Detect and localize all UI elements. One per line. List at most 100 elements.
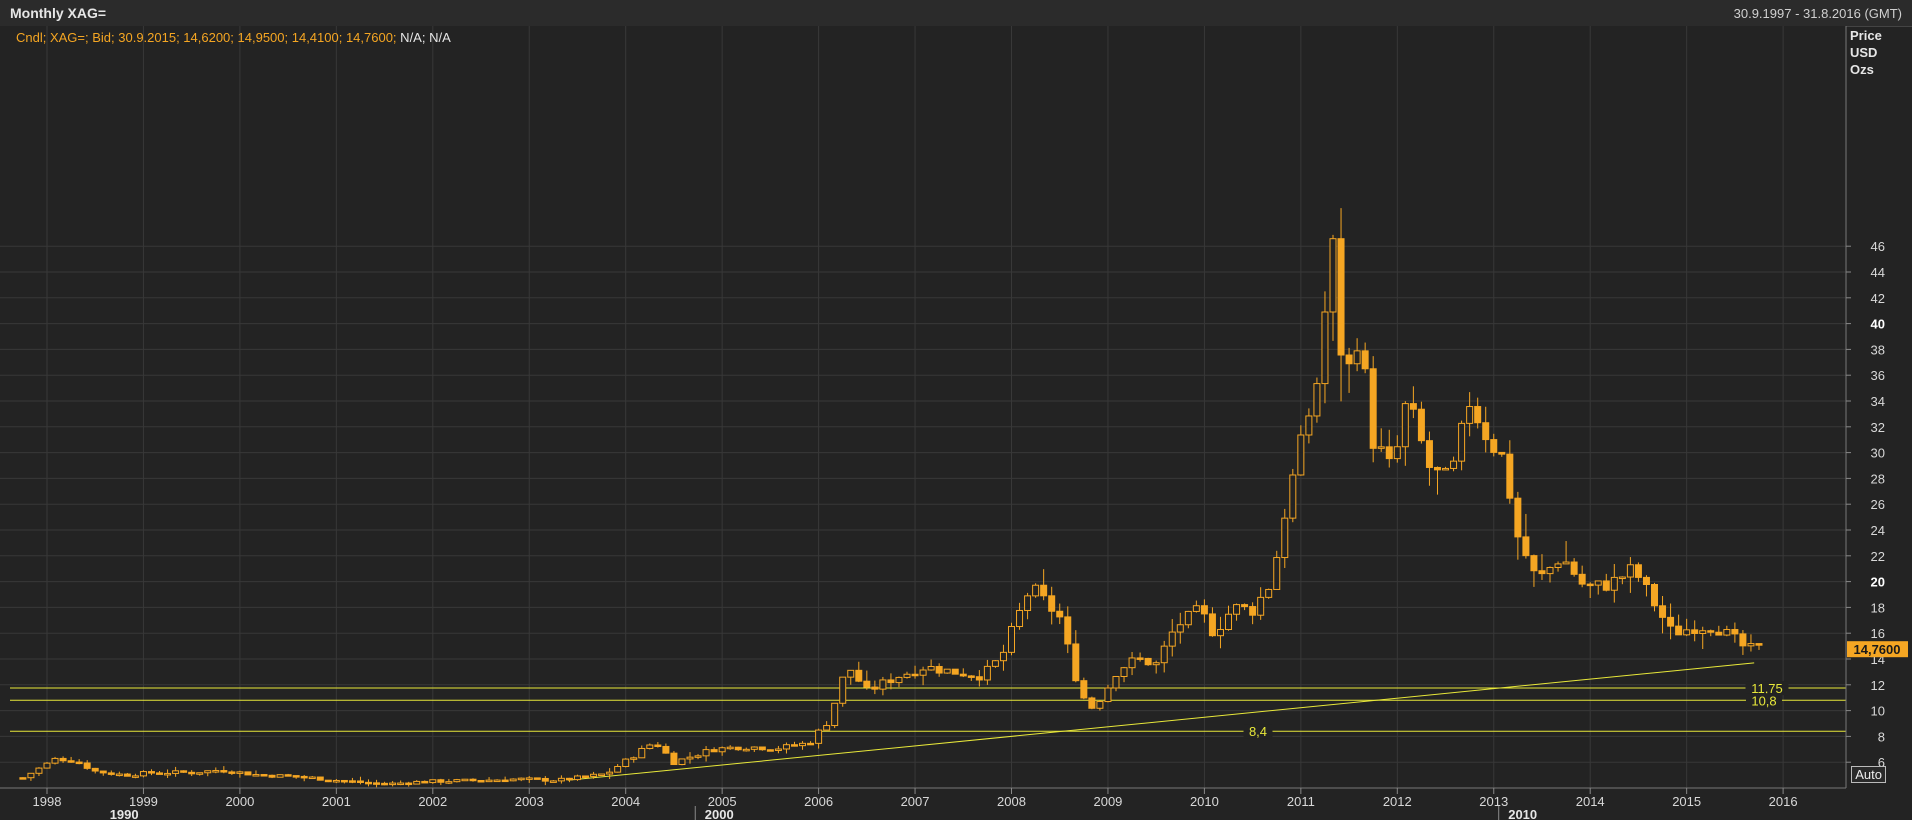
candle-body [1707,630,1715,633]
candle-body [847,669,855,678]
candle-body [999,651,1007,662]
y-tick-label: 32 [1871,420,1885,435]
legend-suffix: N/A; N/A [397,30,452,45]
level-label-bg [1745,681,1789,696]
candle-body [1273,557,1281,590]
gridlines [0,26,1846,788]
candle-body [1466,406,1474,424]
candle-body [1659,605,1667,618]
candle-body [196,772,204,775]
candle-body [606,771,614,775]
y-tick-label: 24 [1871,523,1885,538]
candle-body [1072,643,1080,682]
candle-body [1241,604,1249,608]
candle-body [1691,629,1699,634]
candle-body [356,780,364,783]
candle-body [1554,563,1562,568]
candle-body [292,775,300,778]
x-tick-label: 2010 [1190,794,1219,809]
candle-body [855,669,863,682]
x-tick-label: 2006 [804,794,833,809]
y-tick-label: 36 [1871,368,1885,383]
candle-body [670,752,678,766]
candle-body [758,746,766,751]
candle-body [1675,625,1683,636]
candle-body [389,782,397,786]
candle-body [19,777,27,780]
chart-title: Monthly XAG= [10,5,107,21]
trendline [567,662,1755,781]
candle-body [445,781,453,784]
candle-body [1192,605,1200,612]
candle-body [951,668,959,675]
candle-body [807,742,815,746]
y-tick-label: 26 [1871,497,1885,512]
x-tick-label: 2004 [611,794,640,809]
candle-body [598,773,606,777]
candle-body [831,702,839,727]
candle-body [429,779,437,784]
candle-body [654,744,662,747]
trend-line [567,662,1755,781]
candle-body [1634,564,1642,578]
candle-body [1538,570,1546,575]
candle-body [51,757,59,764]
candle-body [1168,631,1176,647]
last-value-text: 14,7600 [1854,642,1901,657]
axis-title-ozs: Ozs [1850,62,1874,77]
x-decade-label: 1990 [110,807,139,820]
candle-body [517,777,525,781]
candle-body [236,771,244,774]
candle-body [582,775,590,778]
candle-body [782,744,790,750]
x-tick-label: 2011 [1287,794,1315,809]
candle-body [1417,408,1425,442]
candle-body [1353,350,1361,365]
candle-body [180,770,188,773]
plot-background [0,26,1846,820]
candle-body [316,776,324,781]
candle-body [1281,517,1289,559]
candle-body [1128,657,1136,669]
date-range: 30.9.1997 - 31.8.2016 (GMT) [1733,6,1902,21]
x-tick-label: 2014 [1576,794,1605,809]
candle-body [702,749,710,757]
candle-body [1337,238,1345,356]
candle-body [340,779,348,783]
candle-body [1136,657,1144,660]
candle-body [107,772,115,775]
candle-body [742,748,750,752]
candle-body [1064,616,1072,645]
candle-body [1096,701,1104,709]
auto-scale-button[interactable]: Auto [1851,766,1886,783]
candle-body [614,766,622,773]
candle-body [1586,583,1594,587]
candle-body [67,760,75,763]
candle-body [1305,415,1313,436]
candle-body [1369,368,1377,449]
candle-body [244,771,252,776]
last-value-bg [1847,641,1908,658]
candle-body [1683,629,1691,636]
candle-body [405,782,413,786]
x-decade-label: 2010 [1508,807,1537,820]
candle-body [188,771,196,775]
y-tick-label: 38 [1871,342,1885,357]
level-label: 11,75 [1751,681,1783,696]
candle-body [1699,630,1707,634]
candle-body [1160,645,1168,664]
axis-title-price: Price [1850,28,1882,43]
level-label-bg [1746,693,1782,708]
candle-body [967,675,975,678]
candle-body [1739,633,1747,647]
candle-body [365,781,372,785]
candle-body [541,777,549,782]
x-tick-label: 2013 [1479,794,1508,809]
level-label: 8,4 [1249,724,1267,739]
y-tick-label: 22 [1871,549,1885,564]
candle-body [774,748,782,751]
candle-body [1385,446,1393,460]
candle-body [1530,555,1538,572]
candle-body [147,771,155,774]
